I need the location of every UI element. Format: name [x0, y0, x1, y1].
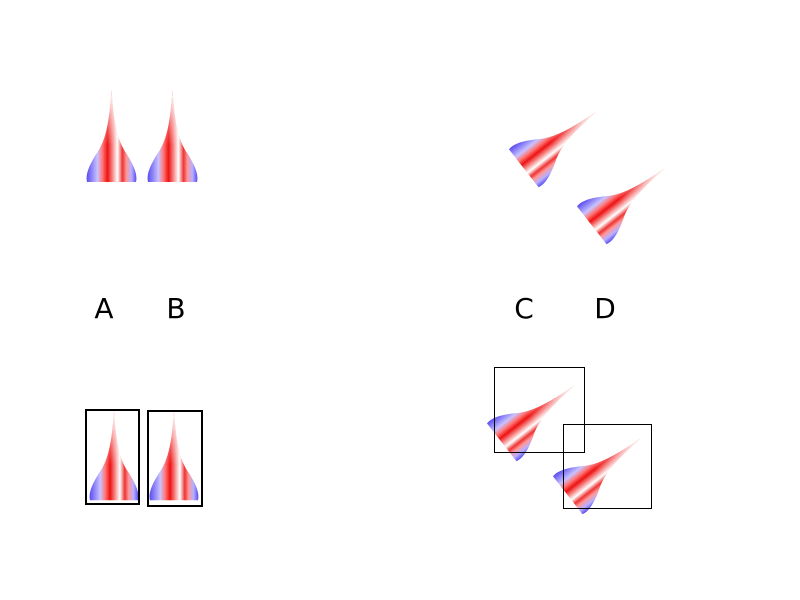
shape-b-bottom	[149, 411, 199, 501]
label-a: A	[94, 292, 113, 325]
bbox-d	[563, 424, 652, 509]
shape-b-top	[147, 90, 198, 182]
shape-c-top	[508, 92, 612, 188]
label-d: D	[594, 292, 616, 325]
shape-d-bottom	[552, 419, 656, 515]
bbox-b	[147, 410, 203, 507]
label-b: B	[166, 292, 185, 325]
shape-a-bottom	[89, 411, 139, 501]
bbox-a	[85, 409, 140, 505]
shape-d-top	[576, 149, 680, 245]
bbox-c	[494, 367, 585, 453]
label-c: C	[514, 292, 534, 325]
shape-a-top	[86, 90, 137, 182]
shape-c-bottom	[486, 366, 590, 462]
